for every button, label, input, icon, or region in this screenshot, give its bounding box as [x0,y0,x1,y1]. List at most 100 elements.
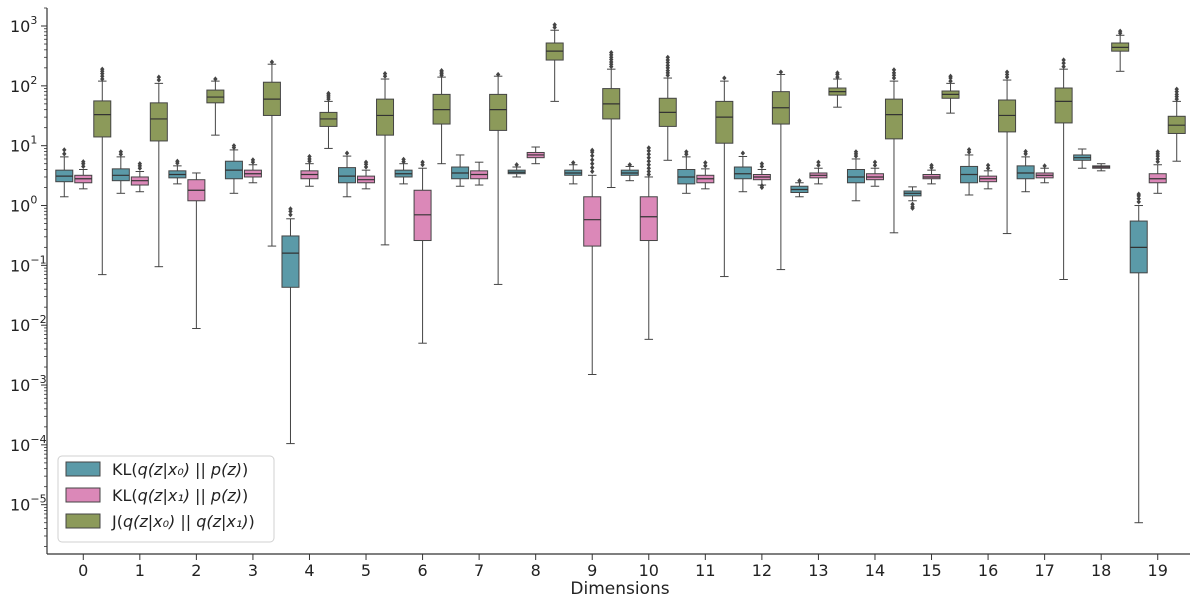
outlier-point [646,145,651,151]
x-tick-label: 14 [865,561,885,580]
box-plot [677,149,696,194]
y-tick-label: 10−3 [10,373,47,395]
y-tick-label: 103 [10,14,37,36]
outlier-point [835,70,840,76]
box-plot [903,186,922,211]
x-tick-label: 16 [978,561,998,580]
outlier-point [722,75,727,81]
x-tick-labels: 0 1 2 3 4 5 6 7 8 9 10 11 12 13 14 15 16 17 18 19 [78,554,1168,580]
box-iqr [733,166,752,180]
box-plot [1148,149,1167,194]
y-tick-label: 101 [10,134,37,156]
box-plot [564,160,583,185]
box-plot [243,157,262,184]
box-iqr [715,100,734,144]
x-tick-label: 5 [361,561,371,580]
x-tick-label: 19 [1148,561,1168,580]
legend: KL(q(z|x₀) || p(z)) KL(q(z|x₁) || p(z)) J(… [57,455,275,543]
outlier-point [646,158,651,164]
outlier-point [288,206,293,212]
outlier-point [1136,196,1141,202]
x-tick-label: 7 [474,561,484,580]
box-plot [733,150,752,193]
box-plot [55,147,74,198]
box-plot [206,76,225,136]
box-plot [74,159,93,190]
outlier-point [703,160,708,166]
y-tick-label: 102 [10,74,37,96]
legend-label: KL(q(z|x₁) || p(z)) [112,486,248,505]
box-plot [998,69,1017,235]
box-plot [376,71,395,246]
box-plot [583,147,602,375]
x-tick-label: 17 [1034,561,1054,580]
outlier-point [420,159,425,165]
outlier-point [590,165,595,171]
box-iqr [149,102,168,142]
box-iqr [1016,165,1035,180]
outlier-point [363,159,369,165]
outlier-point [665,54,670,60]
x-tick-label: 4 [304,561,314,580]
box-iqr [376,98,395,136]
legend-swatch [65,487,101,503]
outlier-point [81,159,86,165]
outlier-point [363,164,369,170]
box-plot [149,74,168,268]
box-iqr [846,168,865,184]
outlier-point [816,162,821,168]
outlier-point [665,62,670,68]
outlier-point [514,162,519,168]
box-plot [865,159,884,187]
box-plot [1073,148,1092,169]
outlier-point [816,159,821,165]
x-tick-label: 11 [695,561,715,580]
box-plot [715,75,734,278]
outlier-point [1061,57,1066,63]
box-plot [111,149,130,194]
outlier-point [985,165,991,171]
outlier-point [1061,60,1066,66]
outlier-point [100,66,105,72]
outlier-point [552,24,557,30]
outlier-point [646,148,651,154]
outlier-point [552,22,557,28]
x-tick-label: 1 [135,561,145,580]
outlier-point [137,161,143,167]
box-plot [394,156,413,185]
box-plot [130,161,149,193]
box-iqr [281,235,300,288]
box-iqr [583,196,602,247]
x-tick-label: 8 [531,561,541,580]
outlier-point [797,178,802,184]
outlier-point [891,70,897,76]
outlier-point [231,143,237,149]
outlier-point [1004,74,1010,80]
box-plot [470,161,489,186]
box-plot [639,145,658,340]
box-plot [526,146,545,165]
outlier-point [665,57,670,63]
box-plot [790,178,809,198]
outlier-point [665,67,670,74]
legend-frame [57,455,275,543]
box-plot [187,172,206,330]
outlier-point [344,150,350,156]
box-plot [658,54,677,161]
outlier-point [1023,148,1028,155]
box-plot [338,150,357,198]
box-plot [1054,57,1073,281]
outlier-point [646,155,651,161]
box-iqr [884,98,903,140]
legend-swatch [65,513,101,529]
outlier-point [590,157,595,163]
box-plot [1111,28,1130,72]
outlier-point [703,163,708,169]
box-plot [1167,86,1186,162]
x-tick-label: 10 [639,561,659,580]
box-plot [771,69,790,271]
box-plot [1016,148,1035,193]
y-tick-label: 100 [10,194,37,216]
outlier-point [948,78,953,84]
